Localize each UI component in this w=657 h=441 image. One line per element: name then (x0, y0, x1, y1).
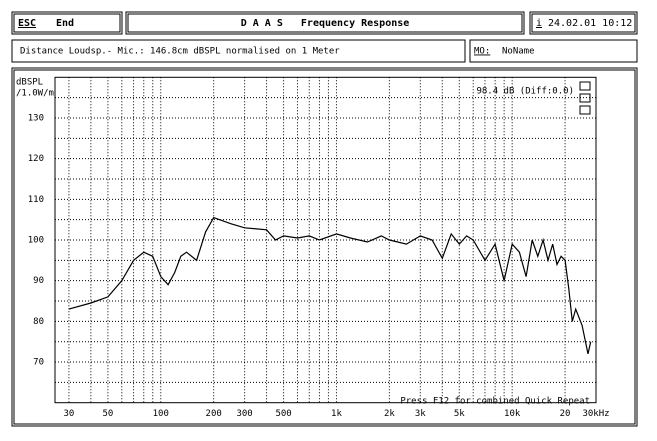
date-box (529, 11, 638, 35)
y-tick-label: 70 (33, 358, 44, 368)
esc-box-inner (13, 13, 121, 33)
mo-label: MO: (474, 47, 490, 57)
x-tick-label: 20 (560, 409, 571, 419)
chart-frame-inner (13, 69, 636, 425)
mo-box (469, 39, 638, 63)
x-tick-label: 30 (63, 409, 74, 419)
response-curve (68, 216, 592, 355)
x-tick-label: 2k (384, 409, 395, 419)
info-key[interactable]: i (536, 18, 542, 29)
y-tick-label: 120 (28, 154, 44, 164)
title-box-inner (127, 13, 523, 33)
date-time: 24.02.01 10:12 (548, 18, 632, 29)
x-tick-label: 50 (102, 409, 113, 419)
x-tick-label: 300 (236, 409, 252, 419)
esc-box[interactable] (11, 11, 123, 35)
mo-name: NoName (502, 47, 535, 57)
control-box[interactable] (579, 105, 591, 115)
x-tick-label: 30kHz (582, 409, 609, 419)
x-tick-label: 500 (275, 409, 291, 419)
distance-info: Distance Loudsp.- Mic.: 146.8cm dBSPL no… (20, 47, 340, 57)
x-tick-label: 5k (454, 409, 465, 419)
esc-key[interactable]: ESC (18, 18, 36, 29)
x-tick-label: 3k (415, 409, 426, 419)
x-tick-label: 10k (504, 409, 521, 419)
y-axis-unit: /1.0W/m (16, 89, 54, 99)
title-box (125, 11, 525, 35)
x-tick-label: 200 (206, 409, 222, 419)
y-tick-label: 90 (33, 276, 44, 286)
chart-frame (11, 67, 638, 427)
y-tick-label: 100 (28, 236, 44, 246)
distance-box (11, 39, 466, 63)
y-tick-label: 130 (28, 113, 44, 123)
y-tick-label: 80 (33, 317, 44, 327)
y-tick-label: 110 (28, 195, 44, 205)
control-box[interactable] (579, 81, 591, 91)
app-title: D A A S Frequency Response (241, 18, 410, 29)
y-axis-label: dBSPL (16, 78, 43, 88)
end-label[interactable]: End (56, 18, 74, 29)
annotation: 98.4 dB (Diff:0.0) (476, 87, 574, 97)
date-box-inner (531, 13, 636, 33)
x-tick-label: 100 (153, 409, 169, 419)
x-tick-label: 1k (331, 409, 342, 419)
